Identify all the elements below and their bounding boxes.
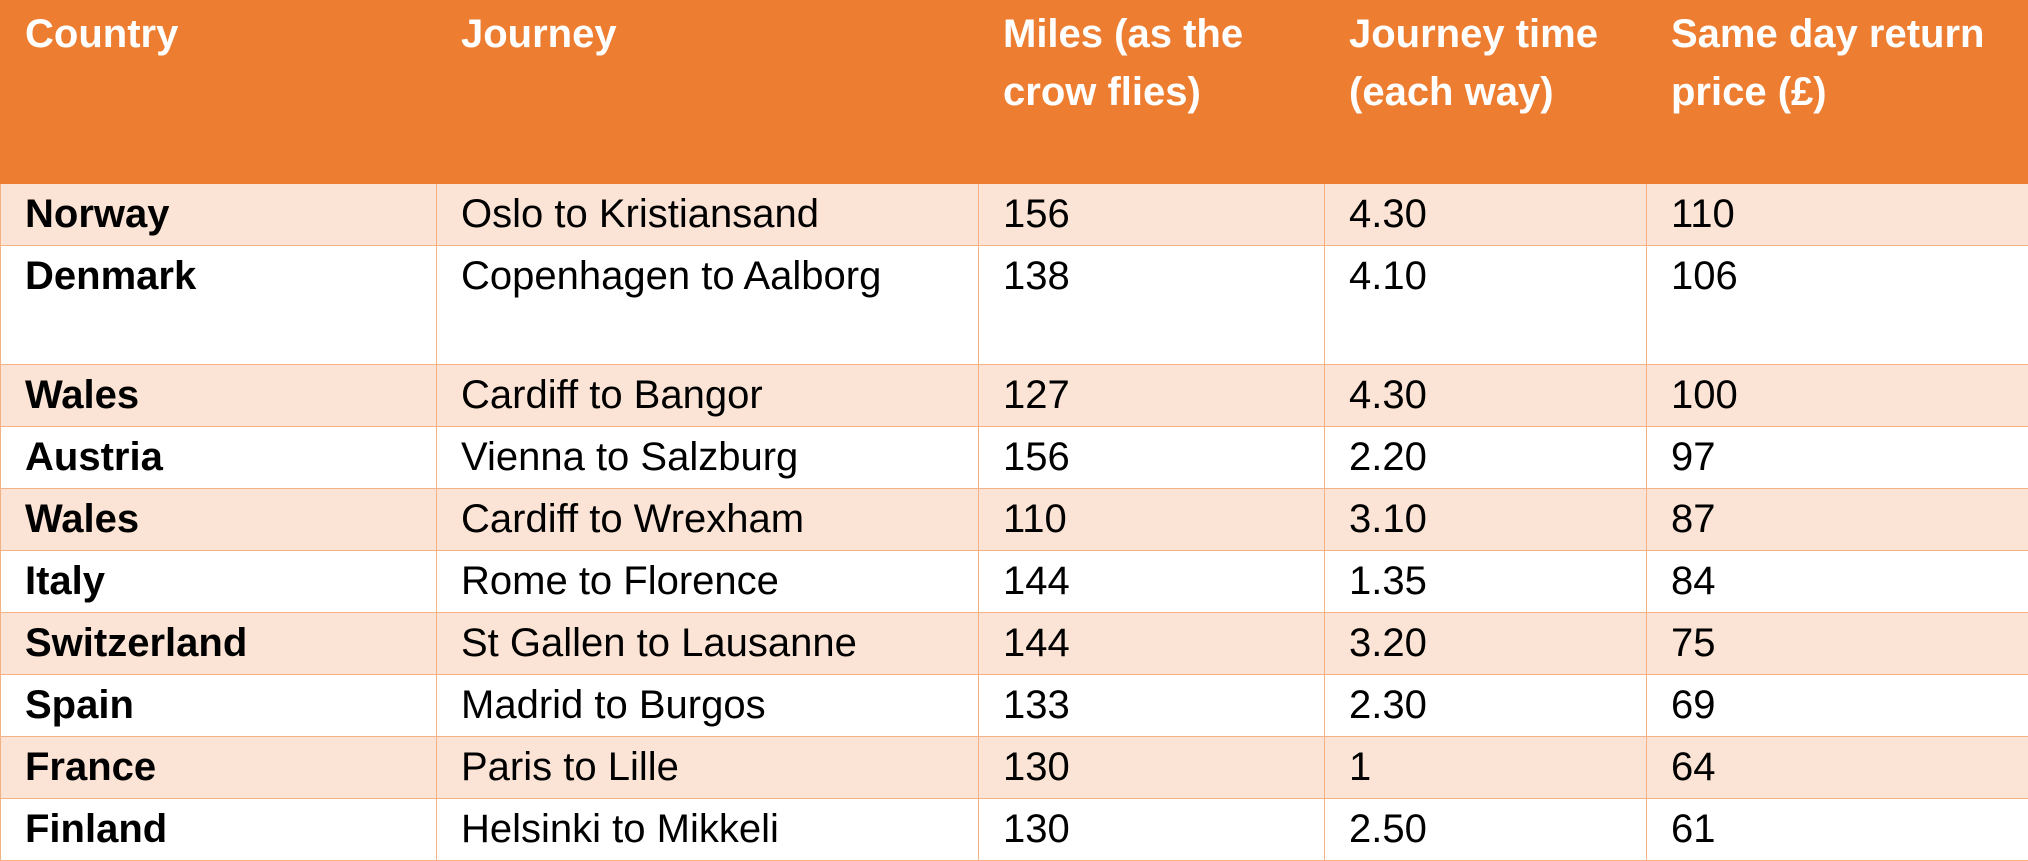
cell-price: 69 (1647, 675, 2028, 737)
cell-country: Austria (1, 427, 437, 489)
cell-time: 1 (1325, 737, 1647, 799)
table-row: Wales Cardiff to Bangor 127 4.30 100 (1, 365, 2028, 427)
cell-country: Wales (1, 365, 437, 427)
cell-price: 75 (1647, 613, 2028, 675)
cell-country: Wales (1, 489, 437, 551)
cell-country: Denmark (1, 246, 437, 365)
table-row: Italy Rome to Florence 144 1.35 84 (1, 551, 2028, 613)
table-row: Norway Oslo to Kristiansand 156 4.30 110 (1, 184, 2028, 246)
cell-journey: Rome to Florence (437, 551, 979, 613)
cell-journey: Madrid to Burgos (437, 675, 979, 737)
table-row: Finland Helsinki to Mikkeli 130 2.50 61 (1, 799, 2028, 861)
cell-miles: 130 (979, 737, 1325, 799)
table-header: Country Journey Miles (as the crow flies… (1, 1, 2028, 184)
cell-country: Italy (1, 551, 437, 613)
cell-journey: Vienna to Salzburg (437, 427, 979, 489)
cell-time: 3.20 (1325, 613, 1647, 675)
cell-journey: Copenhagen to Aalborg (437, 246, 979, 365)
cell-price: 64 (1647, 737, 2028, 799)
cell-price: 87 (1647, 489, 2028, 551)
header-journey-time: Journey time (each way) (1325, 1, 1647, 184)
cell-country: Finland (1, 799, 437, 861)
table-body: Norway Oslo to Kristiansand 156 4.30 110… (1, 184, 2028, 861)
cell-time: 4.30 (1325, 365, 1647, 427)
cell-time: 2.30 (1325, 675, 1647, 737)
cell-journey: St Gallen to Lausanne (437, 613, 979, 675)
cell-price: 97 (1647, 427, 2028, 489)
header-country: Country (1, 1, 437, 184)
table-row: France Paris to Lille 130 1 64 (1, 737, 2028, 799)
cell-country: France (1, 737, 437, 799)
cell-journey: Paris to Lille (437, 737, 979, 799)
cell-time: 4.10 (1325, 246, 1647, 365)
cell-journey: Cardiff to Bangor (437, 365, 979, 427)
cell-time: 3.10 (1325, 489, 1647, 551)
cell-country: Switzerland (1, 613, 437, 675)
cell-price: 106 (1647, 246, 2028, 365)
cell-miles: 156 (979, 427, 1325, 489)
header-journey: Journey (437, 1, 979, 184)
cell-journey: Oslo to Kristiansand (437, 184, 979, 246)
table-row: Denmark Copenhagen to Aalborg 138 4.10 1… (1, 246, 2028, 365)
cell-price: 110 (1647, 184, 2028, 246)
table-row: Spain Madrid to Burgos 133 2.30 69 (1, 675, 2028, 737)
table-row: Austria Vienna to Salzburg 156 2.20 97 (1, 427, 2028, 489)
cell-journey: Cardiff to Wrexham (437, 489, 979, 551)
cell-price: 61 (1647, 799, 2028, 861)
cell-miles: 156 (979, 184, 1325, 246)
cell-miles: 133 (979, 675, 1325, 737)
cell-miles: 130 (979, 799, 1325, 861)
cell-time: 2.50 (1325, 799, 1647, 861)
cell-miles: 127 (979, 365, 1325, 427)
cell-time: 4.30 (1325, 184, 1647, 246)
cell-country: Norway (1, 184, 437, 246)
cell-miles: 110 (979, 489, 1325, 551)
cell-time: 1.35 (1325, 551, 1647, 613)
cell-price: 100 (1647, 365, 2028, 427)
cell-journey: Helsinki to Mikkeli (437, 799, 979, 861)
cell-country: Spain (1, 675, 437, 737)
cell-miles: 138 (979, 246, 1325, 365)
cell-miles: 144 (979, 613, 1325, 675)
header-return-price: Same day return price (£) (1647, 1, 2028, 184)
header-row: Country Journey Miles (as the crow flies… (1, 1, 2028, 184)
cell-time: 2.20 (1325, 427, 1647, 489)
table-row: Wales Cardiff to Wrexham 110 3.10 87 (1, 489, 2028, 551)
cell-price: 84 (1647, 551, 2028, 613)
header-miles: Miles (as the crow flies) (979, 1, 1325, 184)
cell-miles: 144 (979, 551, 1325, 613)
table-row: Switzerland St Gallen to Lausanne 144 3.… (1, 613, 2028, 675)
